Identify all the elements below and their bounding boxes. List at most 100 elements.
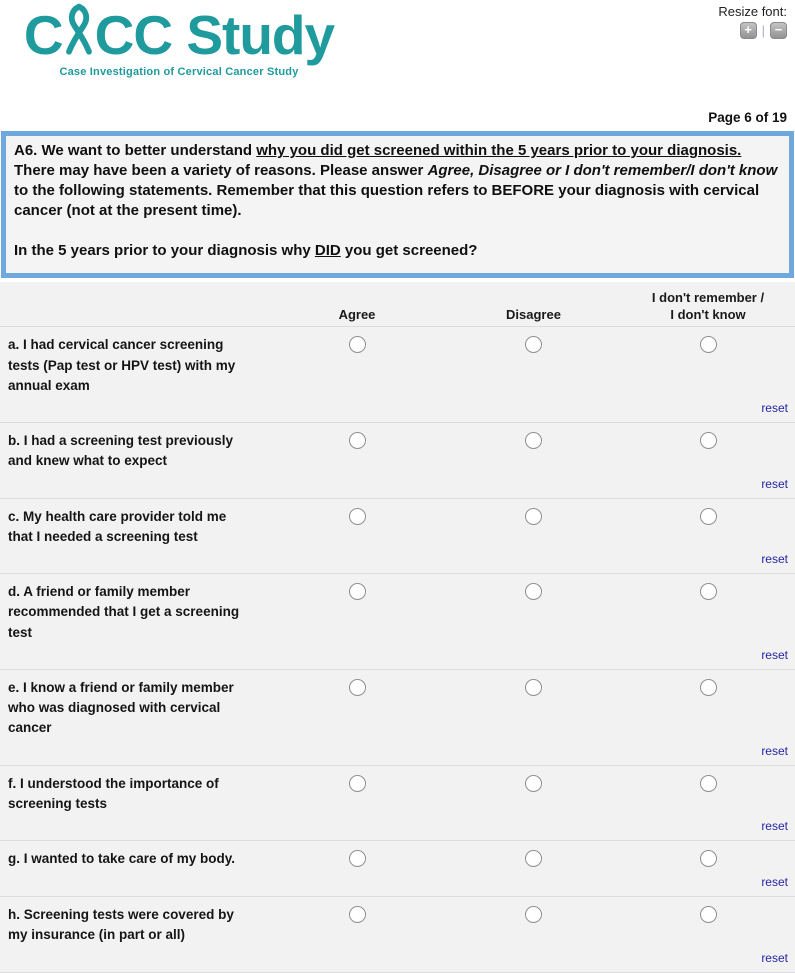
response-matrix: Agree Disagree I don't remember / I don'… bbox=[0, 282, 795, 973]
logo-text-suffix: CC Study bbox=[94, 4, 335, 66]
matrix-row-label: g. I wanted to take care of my body. bbox=[8, 851, 236, 867]
font-decrease-button[interactable]: − bbox=[770, 22, 787, 39]
radio-a-disagree[interactable] bbox=[525, 336, 542, 354]
radio-b-disagree[interactable] bbox=[525, 432, 542, 450]
study-tagline: Case Investigation of Cervical Cancer St… bbox=[59, 65, 299, 78]
reset-line: reset bbox=[0, 948, 795, 972]
radio-cell bbox=[621, 327, 795, 398]
matrix-row-label: a. I had cervical cancer screening tests… bbox=[8, 337, 236, 393]
radio-cell bbox=[621, 897, 795, 948]
matrix-row-b: b. I had a screening test previously and… bbox=[0, 423, 795, 499]
reset-link-g[interactable]: reset bbox=[761, 875, 788, 890]
column-header-disagree: Disagree bbox=[506, 306, 561, 322]
question-paragraph-2: In the 5 years prior to your diagnosis w… bbox=[14, 241, 478, 259]
radio-h-dont-remember[interactable] bbox=[699, 906, 717, 924]
radio-cell bbox=[268, 574, 446, 645]
radio-cell bbox=[446, 670, 621, 741]
radio-a-agree[interactable] bbox=[348, 336, 366, 354]
matrix-row-label: b. I had a screening test previously and… bbox=[8, 433, 234, 469]
matrix-header-row: Agree Disagree I don't remember / I don'… bbox=[0, 282, 795, 328]
matrix-row-d: d. A friend or family member recommended… bbox=[0, 574, 795, 670]
radio-e-disagree[interactable] bbox=[525, 678, 542, 696]
page-indicator: Page 6 of 19 bbox=[708, 110, 787, 125]
radio-c-agree[interactable] bbox=[348, 507, 366, 525]
radio-cell bbox=[446, 841, 621, 872]
radio-cell bbox=[446, 574, 621, 645]
reset-line: reset bbox=[0, 816, 795, 840]
reset-link-a[interactable]: reset bbox=[761, 401, 788, 416]
study-logo: C CC Study Case Investigation of Cervica… bbox=[14, 2, 344, 78]
radio-f-dont-remember[interactable] bbox=[699, 774, 717, 792]
logo-text-prefix: C bbox=[23, 4, 64, 66]
font-increase-button[interactable]: + bbox=[739, 22, 757, 39]
radio-cell bbox=[446, 766, 621, 817]
reset-line: reset bbox=[0, 398, 795, 422]
radio-cell bbox=[268, 423, 446, 474]
resize-font-label: Resize font: bbox=[718, 4, 787, 19]
reset-link-f[interactable]: reset bbox=[761, 819, 788, 834]
radio-b-dont-remember[interactable] bbox=[699, 432, 717, 450]
radio-cell bbox=[268, 499, 446, 550]
radio-cell bbox=[621, 766, 795, 817]
radio-cell bbox=[621, 423, 795, 474]
radio-cell bbox=[446, 897, 621, 948]
radio-e-agree[interactable] bbox=[348, 678, 366, 696]
matrix-row-label: c. My health care provider told me that … bbox=[8, 508, 227, 544]
matrix-row-f: f. I understood the importance of screen… bbox=[0, 766, 795, 842]
radio-d-disagree[interactable] bbox=[525, 583, 542, 601]
matrix-row-label: d. A friend or family member recommended… bbox=[8, 584, 240, 640]
radio-c-dont-remember[interactable] bbox=[699, 507, 717, 525]
radio-f-agree[interactable] bbox=[348, 774, 366, 792]
question-paragraph-1: A6. We want to better understand why you… bbox=[14, 142, 778, 219]
radio-g-dont-remember[interactable] bbox=[699, 850, 717, 868]
matrix-rows: a. I had cervical cancer screening tests… bbox=[0, 327, 795, 973]
radio-cell bbox=[268, 327, 446, 398]
radio-cell bbox=[446, 327, 621, 398]
matrix-row-label: h. Screening tests were covered by my in… bbox=[8, 907, 234, 943]
matrix-row-h: h. Screening tests were covered by my in… bbox=[0, 897, 795, 973]
reset-link-h[interactable]: reset bbox=[761, 950, 788, 965]
radio-cell bbox=[621, 499, 795, 550]
radio-a-dont-remember[interactable] bbox=[699, 336, 717, 354]
column-header-agree: Agree bbox=[338, 306, 376, 322]
reset-line: reset bbox=[0, 645, 795, 669]
reset-line: reset bbox=[0, 474, 795, 498]
radio-d-agree[interactable] bbox=[348, 583, 366, 601]
resize-separator: | bbox=[761, 23, 765, 38]
matrix-row-label: e. I know a friend or family member who … bbox=[8, 679, 234, 736]
radio-b-agree[interactable] bbox=[348, 432, 366, 450]
matrix-row-e: e. I know a friend or family member who … bbox=[0, 670, 795, 766]
radio-cell bbox=[621, 841, 795, 872]
question-instruction-box: A6. We want to better understand why you… bbox=[1, 131, 794, 278]
radio-f-disagree[interactable] bbox=[525, 774, 542, 792]
radio-cell bbox=[268, 670, 446, 741]
radio-c-disagree[interactable] bbox=[525, 507, 542, 525]
reset-line: reset bbox=[0, 549, 795, 573]
matrix-row-c: c. My health care provider told me that … bbox=[0, 499, 795, 575]
reset-link-e[interactable]: reset bbox=[761, 743, 788, 758]
radio-g-agree[interactable] bbox=[348, 850, 366, 868]
reset-link-c[interactable]: reset bbox=[761, 552, 788, 567]
radio-cell bbox=[621, 574, 795, 645]
reset-line: reset bbox=[0, 741, 795, 765]
logo-wordmark: C CC Study bbox=[14, 2, 344, 70]
radio-g-disagree[interactable] bbox=[525, 850, 542, 868]
reset-line: reset bbox=[0, 872, 795, 896]
radio-cell bbox=[621, 670, 795, 741]
reset-link-d[interactable]: reset bbox=[761, 647, 788, 662]
radio-e-dont-remember[interactable] bbox=[699, 678, 717, 696]
radio-cell bbox=[268, 841, 446, 872]
matrix-row-g: g. I wanted to take care of my body. rese… bbox=[0, 841, 795, 898]
radio-h-disagree[interactable] bbox=[525, 906, 542, 924]
survey-body: Agree Disagree I don't remember / I don'… bbox=[0, 281, 795, 973]
radio-cell bbox=[268, 897, 446, 948]
radio-cell bbox=[446, 499, 621, 550]
awareness-ribbon-icon bbox=[64, 2, 94, 70]
radio-h-agree[interactable] bbox=[348, 906, 366, 924]
radio-d-dont-remember[interactable] bbox=[699, 583, 717, 601]
radio-cell bbox=[268, 766, 446, 817]
reset-link-b[interactable]: reset bbox=[761, 476, 788, 491]
survey-header: C CC Study Case Investigation of Cervica… bbox=[0, 0, 795, 100]
column-header-dont-remember: I don't remember / I don't know bbox=[651, 289, 765, 322]
